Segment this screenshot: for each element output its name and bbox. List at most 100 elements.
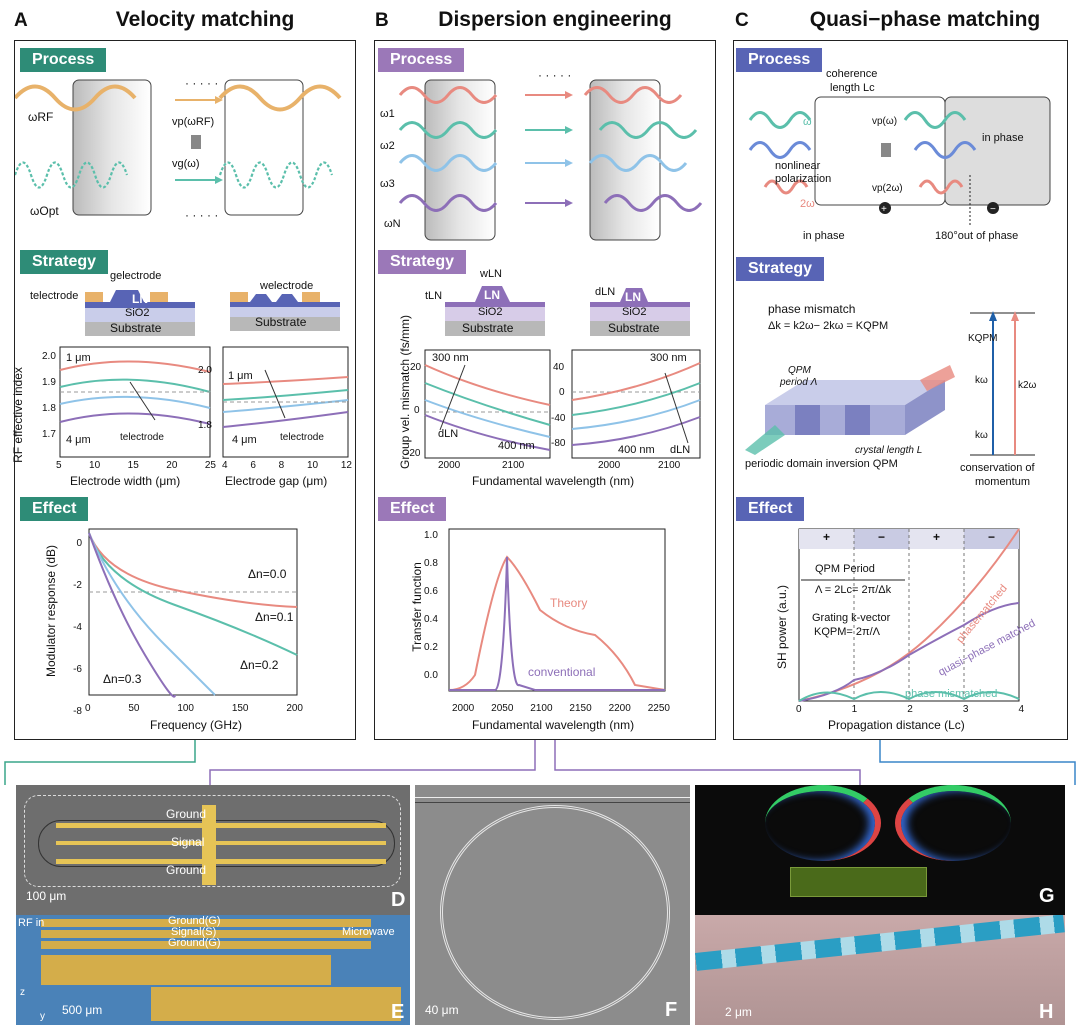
ytick: 0 (76, 538, 82, 549)
ln-label-b2: LN (625, 290, 641, 304)
plot-b1-rtick-m40: -40 (551, 413, 566, 424)
plot-a3-ylabel: Modulator response (dB) (44, 544, 59, 678)
plot-a2-ytick-2: 1.8 (198, 420, 212, 431)
plot-a1-xlabel: Electrode width (μm) (70, 474, 181, 488)
t-ln-label: tLN (425, 290, 443, 302)
vp-label: vp(ωRF) (172, 116, 215, 128)
ground-label-d2: Ground (166, 863, 207, 877)
plot-b1-xtick-2100: 2100 (502, 460, 525, 471)
ground-g-1: Ground(G) (168, 915, 221, 927)
kw-label-2: kω (975, 430, 988, 441)
xtick: 4 (222, 460, 228, 471)
ppln-stripe (695, 915, 1065, 971)
plot-b1-ytick-20: 20 (410, 362, 422, 373)
photo-letter-d: D (391, 889, 406, 911)
substrate-label-a1: Substrate (110, 321, 162, 335)
crystal-green (790, 867, 927, 897)
xtick: 4 (1018, 704, 1024, 715)
scale-h: 2 μm (725, 1005, 752, 1019)
xtick: 8 (278, 460, 285, 471)
w-electrode-label: welectrode (260, 280, 314, 292)
omega-2: ω2 (380, 140, 395, 152)
conservation-label: conservation of (960, 462, 1035, 474)
crystal-length-label: crystal length L (855, 445, 923, 456)
diffraction-pattern-right (895, 785, 1011, 861)
plot-b1-rtick-m80: -80 (551, 438, 566, 449)
signal-s: Signal(S) (171, 926, 217, 938)
polarization-label: polarization (775, 173, 832, 185)
ytick: -2 (73, 580, 82, 591)
ytick: -8 (73, 706, 82, 717)
xtick: 2 (907, 704, 913, 715)
e-electrode-2 (41, 930, 371, 938)
e-electrode-4 (41, 955, 331, 985)
plot-b1-ytick-m20: -20 (406, 448, 421, 459)
ln-label-a: LN (132, 292, 148, 306)
panel-c-title: Quasi−phase matching (809, 8, 1041, 31)
xtick: 50 (128, 703, 140, 714)
ann-dln-right: dLN (670, 444, 691, 456)
modulator-response-plot (88, 528, 298, 698)
pad (202, 805, 216, 885)
plot-c-ylabel: SH power (a.u.) (775, 584, 790, 670)
plot-b1-xlabel: Fundamental wavelength (nm) (472, 474, 635, 488)
photo-letter-f: F (665, 999, 678, 1021)
panel-letter-b: B (375, 10, 389, 31)
xtick: 2200 (608, 703, 631, 714)
dots-b: · · · · · (538, 68, 572, 82)
bus-waveguide (415, 797, 690, 803)
ytick: -4 (73, 622, 82, 633)
w-ln-label: wLN (480, 268, 503, 280)
xtick: 2050 (491, 703, 514, 714)
qpm-label: QPM (788, 365, 811, 376)
xtick: 20 (166, 460, 178, 471)
dn-0-label: Δn=0.0 (248, 567, 287, 581)
panel-a-title: Velocity matching (115, 8, 295, 31)
d-ln-label: dLN (595, 286, 616, 298)
rf-in-label: RF in (18, 917, 45, 929)
ground-label-d1: Ground (166, 807, 207, 821)
conventional-label: conventional (528, 665, 596, 679)
group-velocity-plots (424, 349, 701, 459)
sign-4: − (988, 530, 996, 544)
omega-n: ωN (384, 218, 401, 230)
vp-omega-c: vp(ω) (872, 116, 898, 127)
in-phase-right: in phase (982, 132, 1024, 144)
ytick: 0.8 (424, 558, 438, 569)
effect-tag-a: Effect (20, 497, 89, 521)
scale-e: 500 μm (62, 1003, 103, 1017)
photo-f: 40 μm F (415, 785, 690, 1025)
period-label: period Λ (780, 377, 818, 388)
coherence-label: coherence (826, 68, 878, 80)
plot-c-xlabel: Propagation distance (Lc) (828, 718, 965, 732)
xtick: 5 (56, 460, 62, 471)
xtick: 10 (306, 460, 319, 471)
ground-electrode-top (56, 823, 386, 828)
ground-g-2: Ground(G) (168, 937, 221, 949)
kw-label-1: kω (975, 375, 988, 386)
photo-letter-e: E (391, 1001, 405, 1023)
xtick: 150 (231, 703, 249, 714)
omega-rf-label: ωRF (28, 110, 54, 124)
connector-lines (4, 740, 1076, 785)
xtick: 12 (340, 460, 352, 471)
plot-b1-rtick-0: 0 (559, 387, 565, 398)
photo-h: 2 μm H (695, 915, 1065, 1025)
xtick: 100 (177, 703, 194, 714)
plot-a2-ann-t: telectrode (280, 432, 324, 443)
plot-b2-xticks: 2000 2050 2100 2150 2200 2250 (452, 703, 670, 714)
xtick: 6 (250, 460, 256, 471)
xtick: 2100 (530, 703, 553, 714)
ann-300-right: 300 nm (650, 352, 687, 364)
vp-2omega-c: vp(2ω) (872, 183, 903, 194)
omega-3: ω3 (380, 178, 395, 190)
sio2-b1: SiO2 (478, 306, 503, 318)
process-tag-a: Process (20, 48, 107, 72)
mismatched-label: phase mismatched (905, 688, 998, 700)
k2w-label: k2ω (1018, 380, 1037, 391)
xtick: 10 (89, 460, 101, 471)
ln-label-b1: LN (484, 288, 500, 302)
plot-a1-yticks: 2.0 1.9 1.8 1.7 (42, 344, 56, 448)
pdi-label: periodic domain inversion QPM (745, 458, 898, 470)
signal-electrode (56, 841, 386, 845)
